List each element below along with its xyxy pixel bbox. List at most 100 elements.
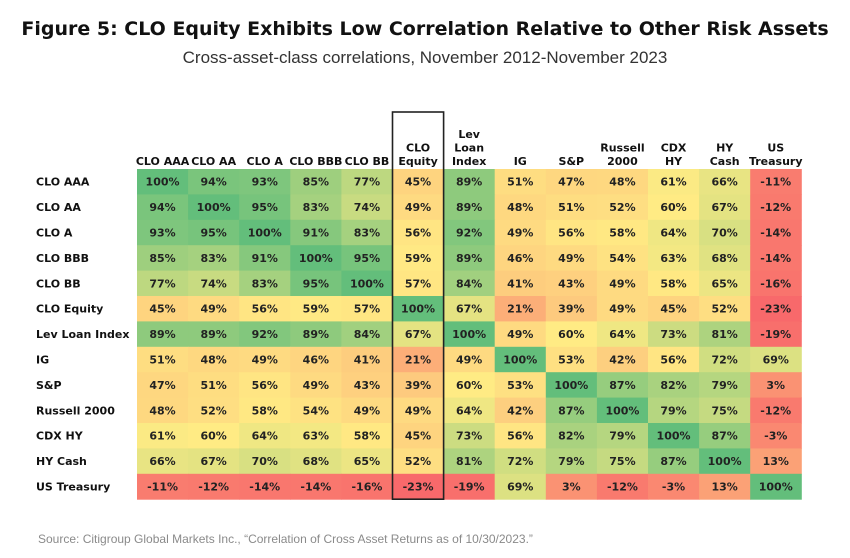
heatmap-cell bbox=[545, 296, 598, 322]
heatmap-cell bbox=[341, 473, 393, 500]
column-header: CLO A bbox=[247, 155, 284, 168]
heatmap-cell bbox=[648, 346, 700, 373]
column-header-line: S&P bbox=[559, 155, 585, 168]
cell-value: 93% bbox=[252, 176, 278, 189]
column-header: S&P bbox=[559, 155, 585, 168]
column-header-line: IG bbox=[514, 155, 527, 168]
heatmap-cell bbox=[341, 194, 393, 221]
cell-value: 85% bbox=[303, 176, 329, 189]
cell-value: 72% bbox=[711, 354, 737, 367]
cell-value: 66% bbox=[149, 455, 175, 468]
column-header: IG bbox=[514, 155, 527, 168]
heatmap-cell bbox=[290, 473, 342, 500]
heatmap-cell bbox=[750, 397, 802, 424]
heatmap-cell bbox=[239, 423, 291, 449]
column-header: Lev Loan Index bbox=[452, 128, 486, 168]
heatmap-cell bbox=[443, 169, 496, 195]
cell-value: 53% bbox=[558, 354, 584, 367]
cell-value: 75% bbox=[711, 404, 737, 417]
heatmap-cell bbox=[290, 219, 342, 246]
cell-value: -11% bbox=[147, 481, 178, 494]
heatmap-cell bbox=[494, 270, 547, 297]
cell-value: -23% bbox=[760, 303, 791, 316]
cell-value: 57% bbox=[354, 303, 380, 316]
heatmap-cell bbox=[596, 448, 649, 475]
cell-value: 100% bbox=[759, 481, 793, 494]
heatmap-cell bbox=[494, 372, 547, 399]
column-header: CLO Equity bbox=[398, 142, 437, 169]
heatmap-cell bbox=[699, 397, 751, 424]
heatmap-cell bbox=[443, 245, 496, 272]
heatmap-cell bbox=[494, 245, 547, 272]
cell-value: 48% bbox=[149, 404, 175, 417]
heatmap-cell bbox=[290, 397, 342, 424]
cell-value: -14% bbox=[760, 252, 791, 265]
heatmap-cell bbox=[443, 397, 496, 424]
heatmap-cell bbox=[648, 296, 700, 322]
cell-value: 58% bbox=[354, 430, 380, 443]
heatmap-cell bbox=[750, 423, 802, 449]
heatmap-cell bbox=[392, 169, 445, 195]
heatmap-cell bbox=[290, 321, 342, 348]
cell-value: 79% bbox=[609, 430, 635, 443]
heatmap-cell bbox=[750, 296, 802, 322]
cell-value: 72% bbox=[507, 455, 533, 468]
cell-value: 49% bbox=[354, 404, 380, 417]
heatmap-cell bbox=[239, 448, 291, 475]
heatmap-cell bbox=[392, 423, 445, 449]
cell-value: 46% bbox=[303, 354, 329, 367]
heatmap-cell bbox=[443, 448, 496, 475]
column-header-line: CLO bbox=[406, 142, 430, 155]
heatmap-cell bbox=[137, 296, 189, 322]
heatmap-cell bbox=[648, 270, 700, 297]
cell-value: 67% bbox=[405, 328, 431, 341]
heatmap-cell bbox=[699, 448, 751, 475]
heatmap-cell bbox=[290, 194, 342, 221]
cell-value: 49% bbox=[405, 201, 431, 214]
cell-value: -16% bbox=[760, 277, 791, 290]
heatmap-cell bbox=[750, 321, 802, 348]
cell-value: 64% bbox=[456, 404, 482, 417]
heatmap-cell bbox=[290, 346, 342, 373]
cell-value: 48% bbox=[609, 176, 635, 189]
column-header-line: Cash bbox=[710, 155, 740, 168]
cell-value: 51% bbox=[507, 176, 533, 189]
column-header: HY Cash bbox=[710, 142, 740, 169]
row-label: Lev Loan Index bbox=[36, 328, 129, 341]
heatmap-cell bbox=[392, 473, 445, 500]
cell-value: 87% bbox=[558, 404, 584, 417]
cell-value: 100% bbox=[708, 455, 742, 468]
cell-value: 49% bbox=[609, 277, 635, 290]
cell-value: 100% bbox=[657, 430, 691, 443]
cell-value: 68% bbox=[303, 455, 329, 468]
cell-value: 100% bbox=[350, 277, 384, 290]
cell-value: 64% bbox=[609, 328, 635, 341]
heatmap-cell bbox=[188, 219, 240, 246]
cell-value: 49% bbox=[252, 354, 278, 367]
cell-value: 60% bbox=[200, 430, 226, 443]
cell-value: 45% bbox=[405, 430, 431, 443]
heatmap-cell bbox=[188, 270, 240, 297]
heatmap-cell bbox=[188, 194, 240, 221]
heatmap-cell bbox=[494, 169, 547, 195]
cell-value: 89% bbox=[200, 328, 226, 341]
cell-value: 100% bbox=[401, 303, 435, 316]
cell-value: 87% bbox=[660, 455, 686, 468]
heatmap-cell bbox=[596, 372, 649, 399]
heatmap-cell bbox=[188, 423, 240, 449]
heatmap-cell bbox=[137, 346, 189, 373]
cell-value: 83% bbox=[252, 277, 278, 290]
heatmap-cell bbox=[545, 397, 598, 424]
heatmap-cell bbox=[392, 270, 445, 297]
heatmap-cell bbox=[188, 397, 240, 424]
column-header-line: HY bbox=[665, 155, 683, 168]
heatmap-cell bbox=[699, 169, 751, 195]
heatmap-cell bbox=[545, 321, 598, 348]
cell-value: 79% bbox=[660, 404, 686, 417]
row-label: CLO BBB bbox=[36, 252, 89, 265]
heatmap-cell bbox=[392, 296, 445, 322]
cell-value: 70% bbox=[252, 455, 278, 468]
heatmap-cell bbox=[494, 219, 547, 246]
cell-value: 46% bbox=[507, 252, 533, 265]
heatmap-cell bbox=[137, 270, 189, 297]
